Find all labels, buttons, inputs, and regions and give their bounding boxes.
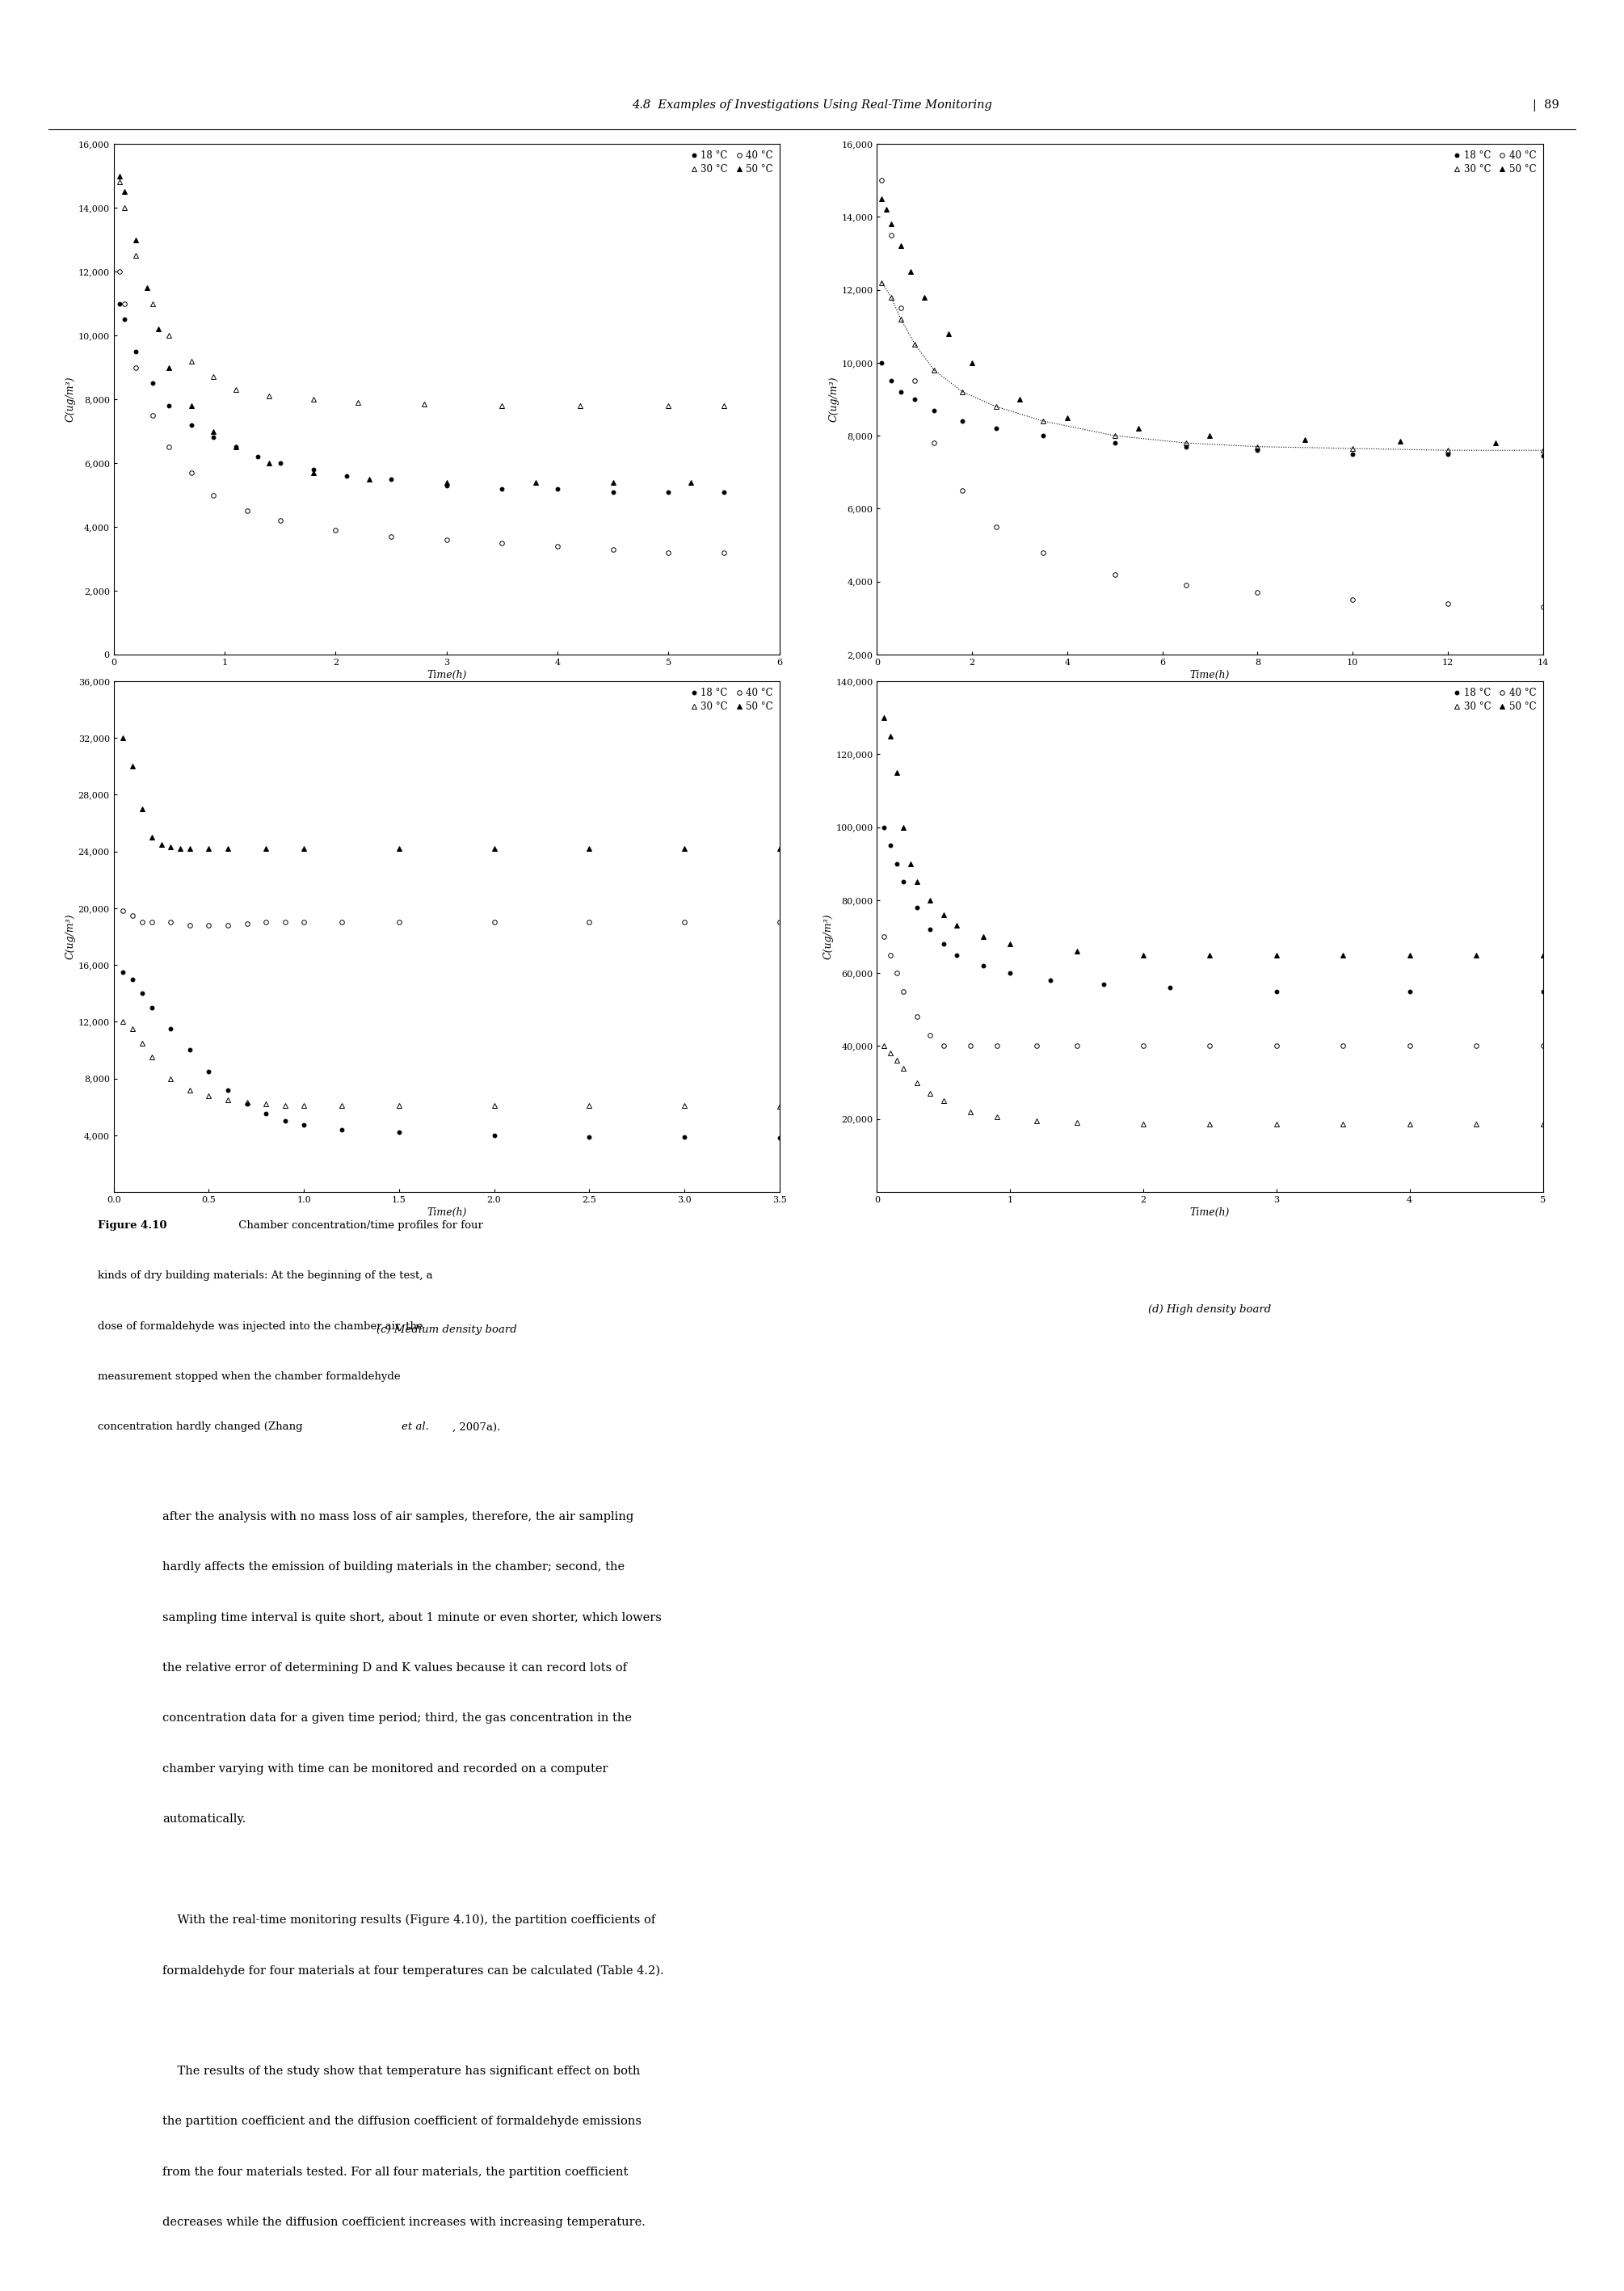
Text: |  89: | 89 — [1533, 99, 1559, 112]
X-axis label: Time(h): Time(h) — [427, 669, 466, 680]
Text: 4.8  Examples of Investigations Using Real-Time Monitoring: 4.8 Examples of Investigations Using Rea… — [632, 99, 992, 110]
Legend: 18 °C, 30 °C, 40 °C, 50 °C: 18 °C, 30 °C, 40 °C, 50 °C — [689, 149, 775, 176]
Text: concentration data for a given time period; third, the gas concentration in the: concentration data for a given time peri… — [162, 1714, 632, 1725]
Text: hardly affects the emission of building materials in the chamber; second, the: hardly affects the emission of building … — [162, 1562, 625, 1574]
Text: dose of formaldehyde was injected into the chamber air, the: dose of formaldehyde was injected into t… — [97, 1322, 422, 1331]
Text: (b) Vinyl floor: (b) Vinyl floor — [1173, 767, 1247, 777]
Text: Chamber concentration/time profiles for four: Chamber concentration/time profiles for … — [235, 1221, 484, 1230]
Text: et al.: et al. — [401, 1423, 429, 1432]
X-axis label: Time(h): Time(h) — [1190, 669, 1229, 680]
Text: automatically.: automatically. — [162, 1814, 245, 1826]
Text: The results of the study show that temperature has significant effect on both: The results of the study show that tempe… — [162, 2066, 640, 2078]
Text: kinds of dry building materials: At the beginning of the test, a: kinds of dry building materials: At the … — [97, 1272, 432, 1281]
X-axis label: Time(h): Time(h) — [427, 1207, 466, 1219]
Text: (d) High density board: (d) High density board — [1148, 1304, 1272, 1315]
Y-axis label: C(ug/m³): C(ug/m³) — [828, 376, 840, 422]
Text: the relative error of determining D and K values because it can record lots of: the relative error of determining D and … — [162, 1663, 627, 1675]
Text: decreases while the diffusion coefficient increases with increasing temperature.: decreases while the diffusion coefficien… — [162, 2218, 645, 2229]
Text: sampling time interval is quite short, about 1 minute or even shorter, which low: sampling time interval is quite short, a… — [162, 1613, 661, 1624]
Text: chamber varying with time can be monitored and recorded on a computer: chamber varying with time can be monitor… — [162, 1764, 607, 1776]
Text: (c) Medium density board: (c) Medium density board — [377, 1324, 516, 1336]
Text: With the real-time monitoring results (Figure 4.10), the partition coefficients : With the real-time monitoring results (F… — [162, 1915, 656, 1927]
Text: , 2007a).: , 2007a). — [451, 1423, 500, 1432]
Y-axis label: C(ug/m³): C(ug/m³) — [823, 914, 833, 960]
Text: concentration hardly changed (Zhang: concentration hardly changed (Zhang — [97, 1423, 305, 1432]
Y-axis label: C(ug/m³): C(ug/m³) — [65, 376, 76, 422]
Y-axis label: C(ug/m³): C(ug/m³) — [65, 914, 76, 960]
Text: the partition coefficient and the diffusion coefficient of formaldehyde emission: the partition coefficient and the diffus… — [162, 2117, 641, 2128]
Legend: 18 °C, 30 °C, 40 °C, 50 °C: 18 °C, 30 °C, 40 °C, 50 °C — [1452, 149, 1538, 176]
Legend: 18 °C, 30 °C, 40 °C, 50 °C: 18 °C, 30 °C, 40 °C, 50 °C — [689, 685, 775, 715]
X-axis label: Time(h): Time(h) — [1190, 1207, 1229, 1219]
Legend: 18 °C, 30 °C, 40 °C, 50 °C: 18 °C, 30 °C, 40 °C, 50 °C — [1452, 685, 1538, 715]
Text: after the analysis with no mass loss of air samples, therefore, the air sampling: after the analysis with no mass loss of … — [162, 1512, 633, 1524]
Text: measurement stopped when the chamber formaldehyde: measurement stopped when the chamber for… — [97, 1372, 400, 1381]
Text: (a) Particle board: (a) Particle board — [400, 767, 494, 777]
Text: Figure 4.10: Figure 4.10 — [97, 1221, 167, 1230]
Text: formaldehyde for four materials at four temperatures can be calculated (Table 4.: formaldehyde for four materials at four … — [162, 1966, 664, 1977]
Text: from the four materials tested. For all four materials, the partition coefficien: from the four materials tested. For all … — [162, 2167, 628, 2179]
